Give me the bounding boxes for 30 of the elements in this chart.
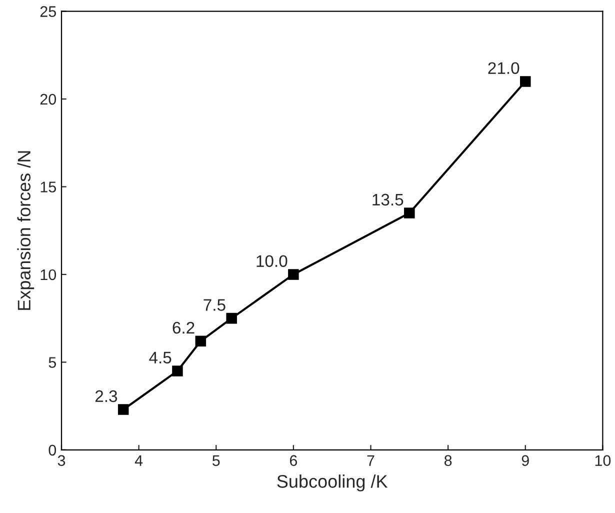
- point: [404, 208, 415, 218]
- x-tick-label: 3: [58, 455, 66, 466]
- data-label: 4.5: [149, 352, 172, 364]
- x-tick-label: 5: [212, 455, 220, 466]
- point: [195, 336, 206, 347]
- y-tick-label: 15: [40, 182, 56, 192]
- y-tick-label: 25: [40, 6, 56, 17]
- x-tick-label: 6: [290, 455, 298, 466]
- x-tick-label: 9: [522, 455, 529, 466]
- x-axis-title: Subcooling /K: [277, 474, 388, 492]
- y-tick-label: 5: [48, 357, 56, 368]
- y-tick-label: 0: [48, 444, 56, 456]
- y-axis-title: Expansion forces /N: [17, 151, 34, 310]
- data-label: 21.0: [488, 62, 520, 74]
- data-label: 2.3: [95, 390, 118, 402]
- point: [288, 269, 299, 280]
- point: [118, 404, 129, 415]
- data-label: 13.5: [372, 194, 404, 206]
- data-label: 6.2: [172, 322, 194, 334]
- x-tick-label: 8: [444, 455, 452, 466]
- point: [172, 366, 183, 376]
- data-label: 7.5: [204, 299, 226, 311]
- point: [520, 76, 531, 87]
- x-tick-label: 10: [595, 455, 611, 466]
- point: [226, 312, 237, 324]
- data-label: 10.0: [256, 255, 288, 267]
- y-tick-label: 10: [40, 269, 56, 280]
- x-tick-label: 4: [134, 455, 143, 466]
- y-tick-label: 20: [40, 94, 56, 105]
- x-tick-label: 7: [367, 455, 374, 466]
